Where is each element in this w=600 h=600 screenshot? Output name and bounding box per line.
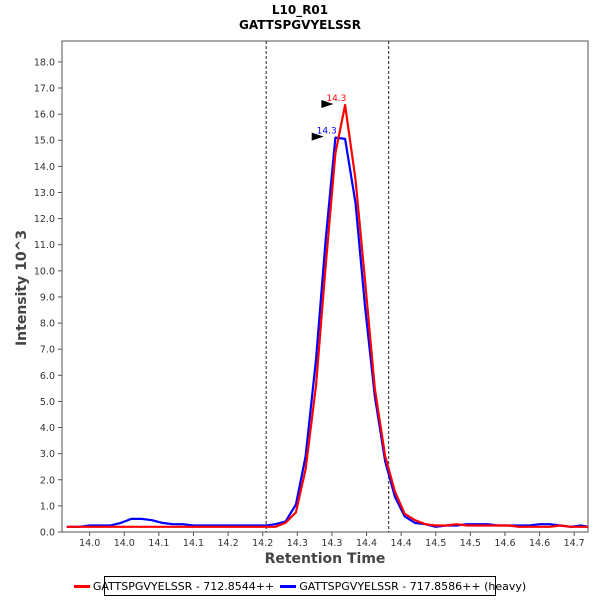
y-tick-label: 13.0 bbox=[34, 188, 55, 199]
y-tick-label: 16.0 bbox=[34, 110, 55, 121]
x-tick-label: 14.2 bbox=[218, 538, 239, 549]
legend-label-heavy: GATTSPGVYELSSR - 717.8586++ (heavy) bbox=[299, 579, 527, 593]
x-tick-label: 14.6 bbox=[529, 538, 550, 549]
x-tick-label: 14.4 bbox=[391, 538, 412, 549]
x-tick-label: 14.2 bbox=[252, 538, 273, 549]
y-tick-label: 1.0 bbox=[40, 501, 55, 512]
legend-swatch-light bbox=[73, 584, 90, 588]
chart-title: L10_R01 bbox=[272, 3, 328, 18]
plot-area: 0.0 1.0 2.0 3.0 4.0 5.0 6.0 7.0 8.0 9.0 10.0 11.0 12… bbox=[34, 40, 589, 549]
y-tick-label: 14.0 bbox=[34, 162, 55, 173]
legend-item-heavy: GATTSPGVYELSSR - 717.8586++ (heavy) bbox=[280, 580, 526, 593]
x-tick-label: 14.7 bbox=[564, 538, 585, 549]
y-tick-label: 12.0 bbox=[34, 214, 55, 225]
y-tick-label: 0.0 bbox=[40, 528, 55, 539]
x-axis-label: Retention Time bbox=[265, 551, 386, 567]
peak-marker-0 bbox=[321, 99, 334, 108]
y-tick-label: 7.0 bbox=[40, 345, 55, 356]
y-tick-label: 9.0 bbox=[40, 292, 55, 303]
y-tick-label: 10.0 bbox=[34, 266, 55, 277]
peak-label-1: 14.3 bbox=[317, 127, 337, 137]
x-tick-label: 14.3 bbox=[321, 538, 342, 549]
y-tick-label: 15.0 bbox=[34, 136, 55, 147]
y-tick-label: 3.0 bbox=[40, 449, 55, 460]
y-tick-label: 4.0 bbox=[40, 423, 55, 434]
y-tick-label: 5.0 bbox=[40, 397, 55, 408]
y-tick-label: 17.0 bbox=[34, 84, 55, 95]
legend-label-light: GATTSPGVYELSSR - 712.8544++ bbox=[92, 579, 275, 593]
y-tick-label: 18.0 bbox=[34, 57, 55, 68]
peak-marker-1 bbox=[311, 132, 324, 141]
chart-subtitle: GATTSPGVYELSSR bbox=[239, 18, 361, 32]
peak-label-0: 14.3 bbox=[326, 94, 346, 104]
y-tick-label: 6.0 bbox=[40, 371, 55, 382]
x-tick-label: 14.3 bbox=[287, 538, 308, 549]
x-tick-label: 14.5 bbox=[460, 538, 481, 549]
y-tick-label: 8.0 bbox=[40, 319, 55, 330]
x-tick-label: 14.1 bbox=[148, 538, 169, 549]
y-tick-label: 11.0 bbox=[34, 240, 55, 251]
x-tick-label: 14.4 bbox=[356, 538, 377, 549]
x-tick-label: 14.1 bbox=[183, 538, 204, 549]
legend-swatch-heavy bbox=[280, 584, 297, 588]
y-axis-label: Intensity 10^3 bbox=[14, 230, 30, 346]
x-tick-label: 14.5 bbox=[425, 538, 446, 549]
x-tick-label: 14.0 bbox=[114, 538, 135, 549]
x-tick-label: 14.6 bbox=[494, 538, 515, 549]
series-line-0 bbox=[66, 103, 588, 528]
legend-item-light: GATTSPGVYELSSR - 712.8544++ bbox=[73, 579, 275, 593]
legend: GATTSPGVYELSSR - 712.8544++ GATTSPGVYELS… bbox=[73, 576, 526, 596]
y-tick-label: 2.0 bbox=[40, 475, 55, 486]
x-tick-label: 14.0 bbox=[79, 538, 100, 549]
